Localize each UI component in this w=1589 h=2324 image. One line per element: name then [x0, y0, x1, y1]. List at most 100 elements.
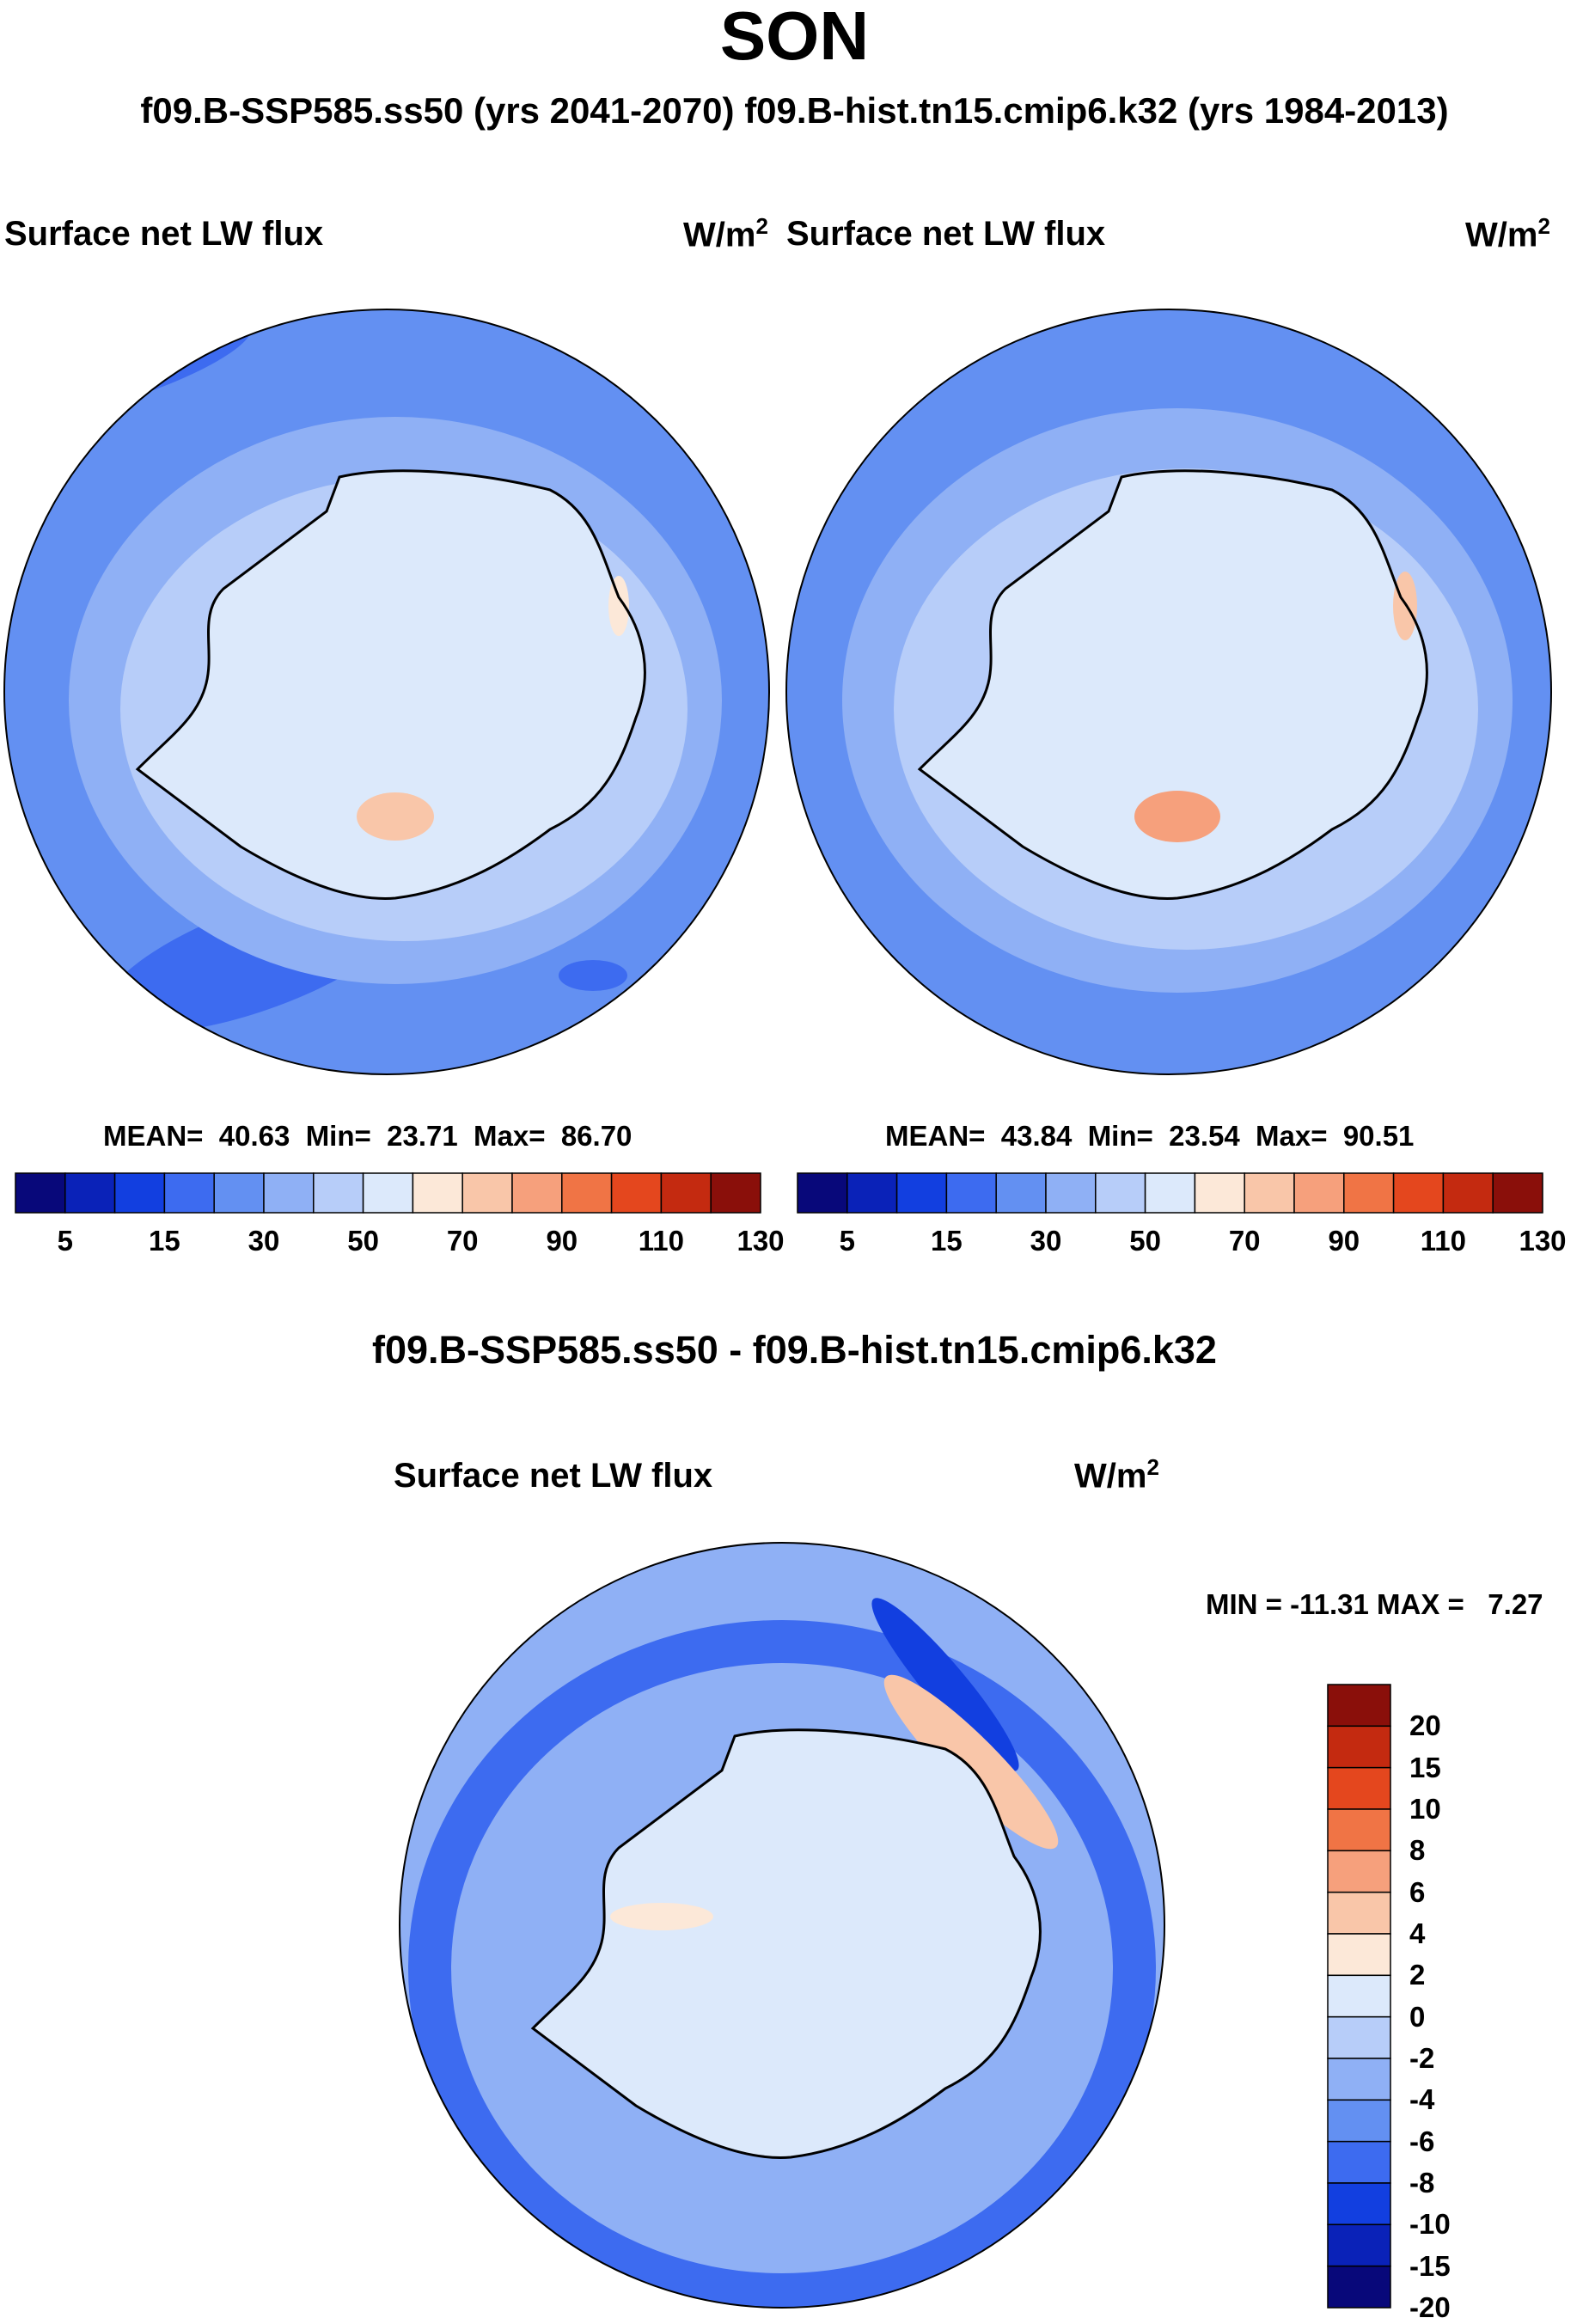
map2-coastline: [917, 469, 1428, 900]
colorbar2-swatch: [846, 1172, 898, 1214]
panel3-units: W/m2: [1074, 1454, 1159, 1495]
colorbar1-swatch: [461, 1172, 513, 1214]
figure-title: SON: [719, 0, 870, 74]
colorbar2-tick-label: 50: [1129, 1225, 1161, 1257]
panel1-label: Surface net LW flux: [4, 215, 324, 253]
panel3-stats: MIN = -11.31 MAX = 7.27: [1206, 1588, 1543, 1620]
colorbar2-swatch: [1442, 1172, 1494, 1214]
colorbar3-tick-label: 2: [1409, 1959, 1426, 1991]
panel2-label: Surface net LW flux: [786, 215, 1106, 253]
colorbar3-tick-label: 0: [1409, 2000, 1426, 2033]
colorbar3-swatch: [1327, 1850, 1391, 1893]
panel1-stats: MEAN= 40.63 Min= 23.71 Max= 86.70: [103, 1120, 633, 1152]
colorbar1-swatch: [610, 1172, 663, 1214]
colorbar3-swatch: [1327, 2058, 1391, 2101]
panel1-units: W/m2: [683, 213, 768, 254]
colorbar3-tick-label: -20: [1409, 2291, 1451, 2323]
panel2-units: W/m2: [1465, 213, 1550, 254]
colorbar1-swatch: [113, 1172, 166, 1214]
colorbar1-swatch: [710, 1172, 761, 1214]
colorbar3: [1327, 1684, 1391, 2309]
colorbar3-tick-label: -6: [1409, 2125, 1435, 2157]
difference-title: f09.B-SSP585.ss50 - f09.B-hist.tn15.cmip…: [372, 1328, 1217, 1372]
colorbar3-tick-label: -10: [1409, 2208, 1451, 2241]
colorbar2-swatch: [945, 1172, 997, 1214]
map1-warm-patch: [357, 792, 434, 841]
colorbar3-tick-label: 10: [1409, 1793, 1441, 1825]
map-panel1: [3, 309, 770, 1075]
colorbar3-swatch: [1327, 2182, 1391, 2226]
colorbar1-tick-label: 15: [149, 1225, 180, 1257]
colorbar1-tick-label: 50: [347, 1225, 379, 1257]
colorbar2-swatch: [1244, 1172, 1295, 1214]
colorbar1-tick-label: 90: [546, 1225, 578, 1257]
colorbar1-swatch: [313, 1172, 364, 1214]
colorbar3-tick-label: 6: [1409, 1875, 1426, 1908]
colorbar1-swatch: [15, 1172, 66, 1214]
map1-coastline: [135, 469, 646, 900]
colorbar1-tick-label: 30: [248, 1225, 280, 1257]
map3-weak-positive-patch: [610, 1903, 713, 1930]
colorbar2-tick-label: 5: [839, 1225, 855, 1257]
colorbar1-swatch: [412, 1172, 463, 1214]
map3-strong-negative-streak: [871, 1598, 1019, 1771]
colorbar1-swatch: [561, 1172, 613, 1214]
map-panel3: [399, 1542, 1165, 2309]
colorbar1: [15, 1172, 761, 1214]
colorbar3-tick-label: -2: [1409, 2042, 1435, 2074]
colorbar1-swatch: [263, 1172, 315, 1214]
map3-positive-streak: [883, 1674, 1059, 1850]
colorbar3-swatch: [1327, 1974, 1391, 2018]
colorbar2-swatch: [1392, 1172, 1445, 1214]
map2-continent-fill: [920, 470, 1427, 899]
colorbar2-swatch: [797, 1172, 848, 1214]
colorbar1-tick-label: 5: [57, 1225, 73, 1257]
colorbar2-swatch: [1045, 1172, 1097, 1214]
colorbar2-tick-label: 70: [1228, 1225, 1261, 1257]
colorbar3-ticks: 20 15 10 8 6 4 2 0 -2 -4 -6 -8 -10 -15 -20: [1409, 1685, 1513, 2323]
map1-continent-fill: [138, 470, 645, 899]
figure-subtitle: f09.B-SSP585.ss50 (yrs 2041-2070) f09.B-…: [140, 90, 1449, 131]
map2-warm-edge: [1393, 572, 1417, 640]
colorbar1-swatch: [660, 1172, 712, 1214]
colorbar3-swatch: [1327, 1808, 1391, 1852]
colorbar2-tick-label: 130: [1519, 1225, 1567, 1257]
colorbar2-ticks: 5 15 30 50 70 90 110 130: [798, 1225, 1567, 1259]
colorbar1-swatch: [511, 1172, 563, 1214]
colorbar3-tick-label: 4: [1409, 1917, 1426, 1949]
colorbar2-swatch: [1144, 1172, 1196, 1214]
colorbar3-tick-label: -15: [1409, 2249, 1451, 2282]
map3-coastline: [530, 1728, 1042, 2159]
colorbar3-swatch: [1327, 1933, 1391, 1977]
map2-warm-patch: [1134, 791, 1220, 842]
colorbar1-swatch: [163, 1172, 215, 1214]
map-panel2: [785, 309, 1552, 1075]
panel2-stats: MEAN= 43.84 Min= 23.54 Max= 90.51: [885, 1120, 1415, 1152]
colorbar2-tick-label: 90: [1328, 1225, 1360, 1257]
colorbar3-tick-label: -8: [1409, 2167, 1435, 2199]
colorbar1-swatch: [213, 1172, 265, 1214]
map2-boundary: [785, 309, 1552, 1075]
colorbar2: [797, 1172, 1543, 1214]
panel3-label: Surface net LW flux: [394, 1457, 713, 1495]
colorbar1-swatch: [362, 1172, 414, 1214]
colorbar2-swatch: [1343, 1172, 1395, 1214]
colorbar3-swatch: [1327, 1684, 1391, 1728]
colorbar3-swatch: [1327, 1891, 1391, 1935]
colorbar2-swatch: [1492, 1172, 1543, 1214]
colorbar3-tick-label: -4: [1409, 2083, 1435, 2116]
colorbar2-tick-label: 110: [1420, 1225, 1467, 1257]
colorbar3-tick-label: 20: [1409, 1709, 1441, 1742]
colorbar3-tick-label: 15: [1409, 1751, 1441, 1783]
map3-boundary: [399, 1542, 1165, 2309]
colorbar1-tick-label: 70: [446, 1225, 479, 1257]
map1-warm-edge: [608, 576, 629, 636]
colorbar1-swatch: [64, 1172, 116, 1214]
colorbar3-swatch: [1327, 2140, 1391, 2184]
map3-continent-fill: [533, 1729, 1041, 2158]
colorbar1-tick-label: 110: [638, 1225, 685, 1257]
colorbar2-tick-label: 30: [1030, 1225, 1062, 1257]
map1-low-patch-se: [559, 960, 627, 991]
colorbar3-swatch: [1327, 2015, 1391, 2059]
colorbar2-swatch: [1293, 1172, 1345, 1214]
